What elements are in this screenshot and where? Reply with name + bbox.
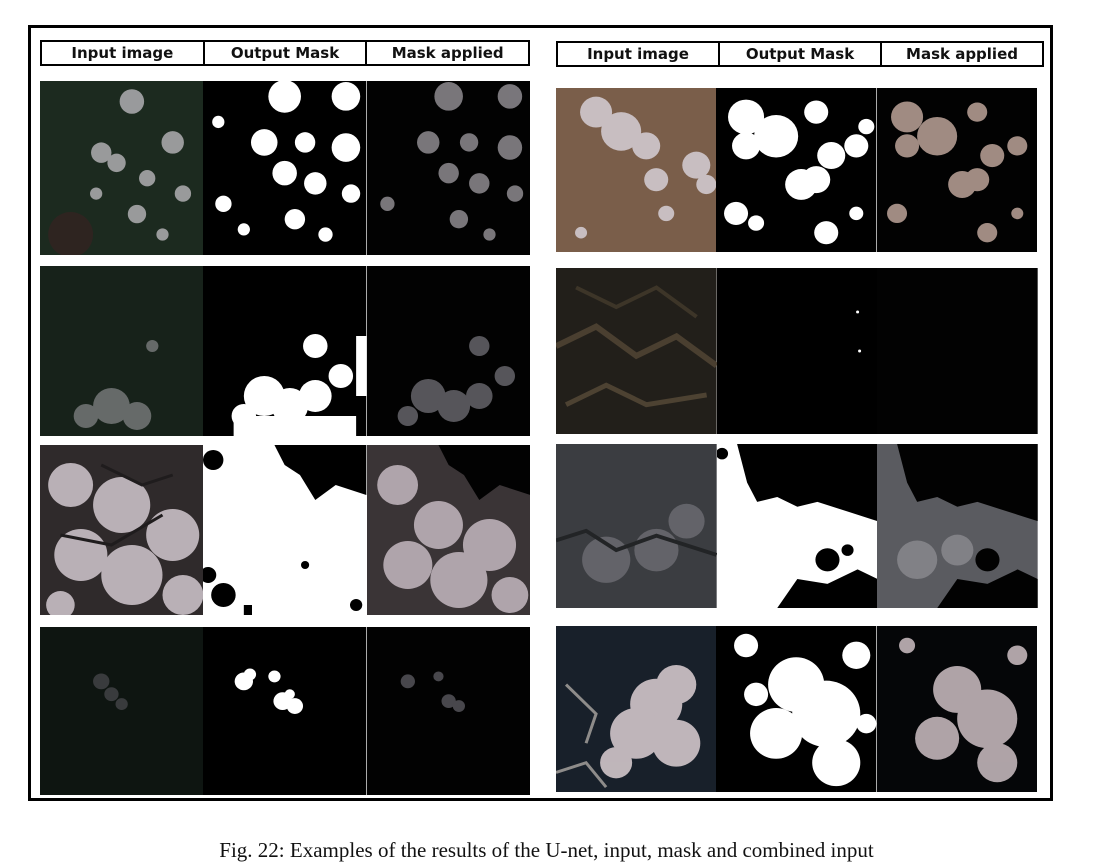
right-row-2-mask-applied bbox=[877, 268, 1039, 434]
right-row-4-mask-applied bbox=[876, 626, 1037, 792]
right-row-2-input-image bbox=[556, 268, 717, 434]
left-header-row: Input image Output Mask Mask applied bbox=[40, 40, 530, 66]
right-row-3 bbox=[556, 444, 1039, 608]
left-row-1-input-image bbox=[40, 81, 204, 255]
left-row-2-output-mask bbox=[203, 266, 367, 436]
right-header-output-mask: Output Mask bbox=[720, 43, 882, 65]
left-row-3-input-image bbox=[40, 445, 204, 615]
right-row-4 bbox=[556, 626, 1037, 792]
right-row-1-input-image bbox=[556, 88, 717, 252]
left-header-input-image: Input image bbox=[42, 42, 205, 64]
left-row-2-input-image bbox=[40, 266, 204, 436]
figure-caption: Fig. 22: Examples of the results of the … bbox=[219, 838, 874, 862]
right-row-3-mask-applied bbox=[877, 444, 1039, 608]
right-header-input-image: Input image bbox=[558, 43, 720, 65]
right-row-2-output-mask bbox=[716, 268, 878, 434]
left-row-2 bbox=[40, 266, 530, 436]
right-header-row: Input image Output Mask Mask applied bbox=[556, 41, 1044, 67]
left-row-1-mask-applied bbox=[366, 81, 530, 255]
right-row-4-output-mask bbox=[716, 626, 877, 792]
right-row-3-input-image bbox=[556, 444, 717, 608]
right-row-2 bbox=[556, 268, 1039, 434]
right-row-1 bbox=[556, 88, 1037, 252]
left-header-output-mask: Output Mask bbox=[205, 42, 368, 64]
left-row-1 bbox=[40, 81, 530, 255]
left-row-4 bbox=[40, 627, 530, 795]
left-row-4-mask-applied bbox=[366, 627, 530, 795]
right-row-3-output-mask bbox=[716, 444, 878, 608]
left-row-4-input-image bbox=[40, 627, 204, 795]
left-row-4-output-mask bbox=[203, 627, 367, 795]
left-row-3-mask-applied bbox=[366, 445, 530, 615]
left-header-mask-applied: Mask applied bbox=[391, 44, 504, 62]
left-row-3 bbox=[40, 445, 530, 615]
right-row-1-mask-applied bbox=[876, 88, 1037, 252]
right-row-1-output-mask bbox=[716, 88, 877, 252]
right-row-4-input-image bbox=[556, 626, 717, 792]
left-row-2-mask-applied bbox=[366, 266, 530, 436]
left-row-1-output-mask bbox=[203, 81, 367, 255]
right-header-mask-applied: Mask applied bbox=[906, 45, 1018, 63]
left-row-3-output-mask bbox=[203, 445, 367, 615]
